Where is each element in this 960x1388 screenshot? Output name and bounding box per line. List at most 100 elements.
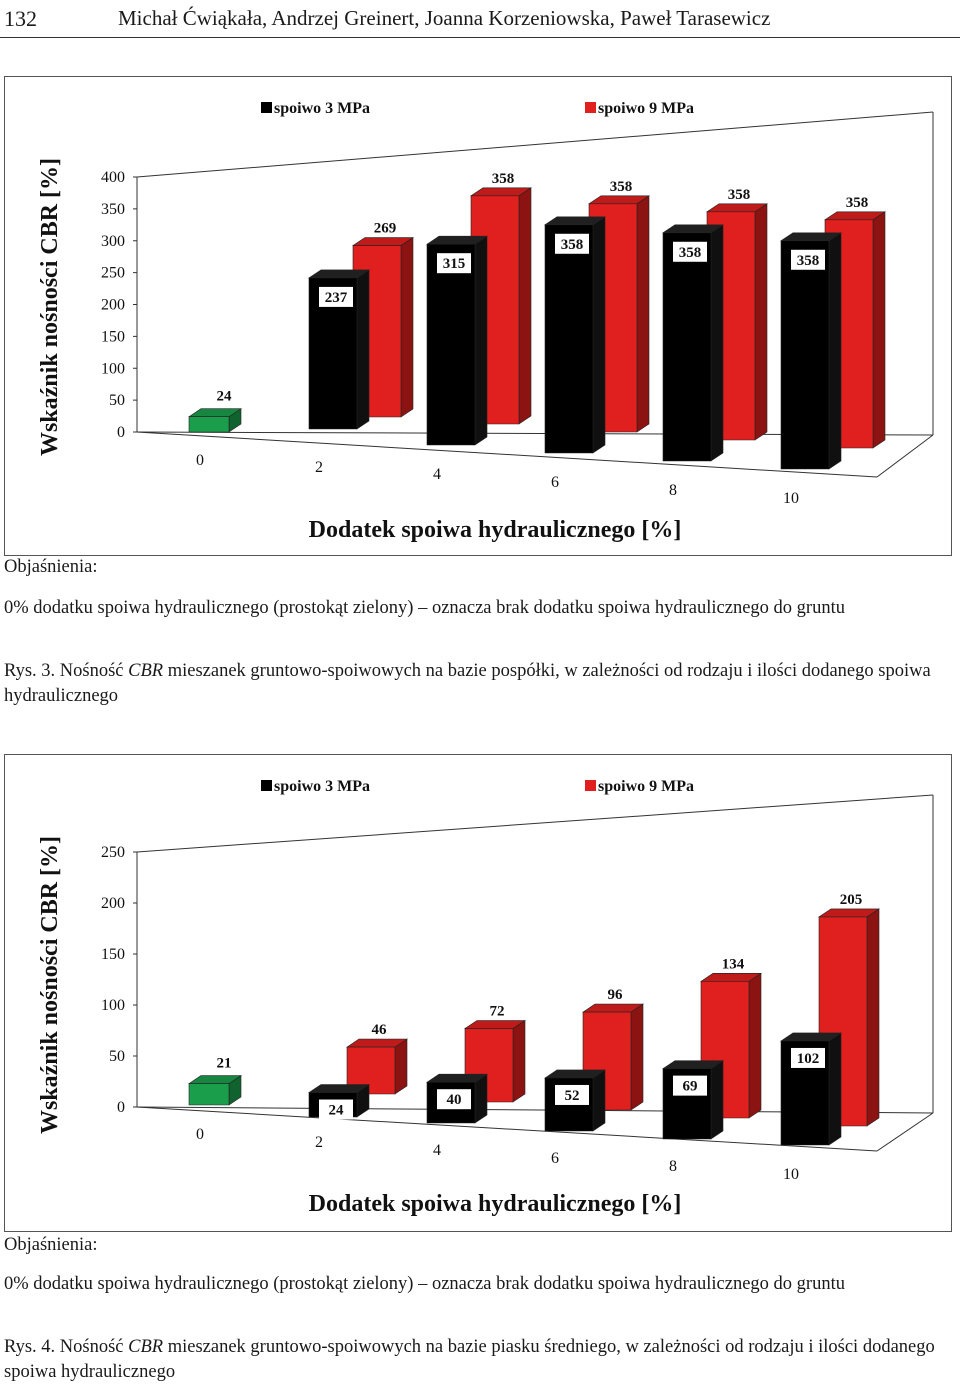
legend-label-1: spoiwo 9 MPa bbox=[598, 778, 694, 795]
bar-3mpa-1 bbox=[308, 269, 370, 430]
bar-9mpa-5-side bbox=[872, 211, 886, 449]
bar-9mpa-1-front bbox=[346, 1046, 396, 1095]
data-label-9mpa-3: 358 bbox=[610, 179, 633, 195]
x-axis-title: Dodatek spoiwa hydraulicznego [%] bbox=[309, 1191, 682, 1217]
legend-label-0: spoiwo 3 MPa bbox=[274, 100, 370, 117]
data-label-9mpa-3: 96 bbox=[608, 987, 624, 1003]
legend: spoiwo 3 MPa spoiwo 9 MPa bbox=[261, 778, 694, 795]
figure-3-note: 0% dodatku spoiwa hydraulicznego (prosto… bbox=[4, 596, 954, 621]
figure-3-caption-cbr: CBR bbox=[128, 661, 164, 681]
data-label-baseline: 24 bbox=[217, 389, 233, 405]
bar-9mpa-5-side bbox=[866, 908, 880, 1127]
bar-3mpa-4 bbox=[662, 224, 724, 462]
x-tick-label-3: 6 bbox=[551, 1150, 559, 1167]
figure-3-chart: spoiwo 3 MPa spoiwo 9 MPa 0 50 100 150 200 250 3… bbox=[4, 76, 952, 556]
data-label-3mpa-1: 24 bbox=[329, 1103, 345, 1119]
bar-9mpa-2 bbox=[464, 1019, 526, 1103]
x-tick-label-1: 2 bbox=[315, 1134, 323, 1151]
x-tick-label-4: 8 bbox=[669, 482, 677, 499]
x-axis-title: Dodatek spoiwa hydraulicznego [%] bbox=[309, 517, 682, 543]
data-label-9mpa-4: 134 bbox=[722, 956, 745, 972]
figure-3-explanations-label: Objaśnienia: bbox=[4, 557, 98, 577]
figure-3-caption: Rys. 3. Nośność CBR mieszanek gruntowo-s… bbox=[4, 659, 954, 709]
data-label-bg-3mpa-3 bbox=[555, 1084, 589, 1105]
y-tick-label-4: 200 bbox=[101, 297, 125, 314]
legend-swatch-0 bbox=[261, 102, 272, 113]
data-label-3mpa-1: 237 bbox=[325, 290, 348, 306]
bar-3mpa-5 bbox=[780, 232, 842, 470]
legend-swatch-0 bbox=[261, 780, 272, 791]
bar-9mpa-2-side bbox=[518, 187, 532, 425]
page-number: 132 bbox=[4, 6, 37, 31]
y-axis-title: Wskaźnik nośności CBR [%] bbox=[37, 158, 63, 456]
y-tick-label-2: 100 bbox=[101, 360, 125, 377]
bar-baseline-0-front bbox=[188, 416, 230, 433]
y-axis-title: Wskaźnik nośności CBR [%] bbox=[37, 836, 63, 1134]
axis-left-front bbox=[136, 852, 878, 1152]
y-tick-label-1: 50 bbox=[109, 1048, 125, 1065]
bar-3mpa-2-front bbox=[426, 243, 476, 446]
running-head-authors: Michał Ćwiąkała, Andrzej Greinert, Joann… bbox=[118, 6, 771, 30]
figure-4-note-text: 0% dodatku spoiwa hydraulicznego (prosto… bbox=[4, 1274, 845, 1294]
figure-4-caption-suffix: mieszanek gruntowo-spoiwowych na bazie p… bbox=[4, 1337, 935, 1382]
legend-swatch-1 bbox=[585, 102, 596, 113]
figure-4-explanations-label: Objaśnienia: bbox=[4, 1235, 98, 1255]
data-label-3mpa-2: 40 bbox=[447, 1092, 462, 1108]
x-tick-label-0: 0 bbox=[196, 452, 204, 469]
bar-3mpa-4-side bbox=[710, 224, 724, 462]
data-label-bg-3mpa-1 bbox=[319, 1099, 353, 1120]
figure-4-note: 0% dodatku spoiwa hydraulicznego (prosto… bbox=[4, 1272, 954, 1297]
bar-3mpa-4-front bbox=[662, 232, 712, 462]
figure-3-caption-suffix: mieszanek gruntowo-spoiwowych na bazie p… bbox=[4, 661, 931, 706]
x-tick-label-2: 4 bbox=[433, 1142, 441, 1159]
bar-9mpa-4-side bbox=[754, 203, 768, 441]
bar-9mpa-4-side bbox=[748, 972, 762, 1119]
figure-4-caption: Rys. 4. Nośność CBR mieszanek gruntowo-s… bbox=[4, 1335, 954, 1385]
bar-3mpa-3-front bbox=[544, 224, 594, 454]
x-tick-label-5: 10 bbox=[783, 490, 799, 507]
figure-4-chart-svg: spoiwo 3 MPa spoiwo 9 MPa050100150200250W… bbox=[37, 778, 934, 1217]
bar-3mpa-5-side bbox=[828, 1032, 842, 1146]
x-tick-label-1: 2 bbox=[315, 459, 323, 476]
y-tick-label-6: 300 bbox=[101, 233, 125, 250]
y-tick-label-0: 0 bbox=[117, 424, 125, 441]
bar-3mpa-1-side bbox=[356, 269, 370, 430]
data-label-9mpa-4: 358 bbox=[728, 187, 751, 203]
bar-3mpa-5-side bbox=[828, 232, 842, 470]
floor-right-edge bbox=[876, 1112, 934, 1152]
data-label-bg-3mpa-1 bbox=[319, 286, 353, 307]
bar-3mpa-5-front bbox=[780, 240, 830, 470]
y-tick-label-0: 0 bbox=[117, 1099, 125, 1116]
bar-baseline-0 bbox=[188, 408, 242, 433]
y-tick-label-3: 150 bbox=[101, 328, 125, 345]
figure-3-note-text: 0% dodatku spoiwa hydraulicznego (prosto… bbox=[4, 598, 845, 618]
bar-9mpa-3-side bbox=[636, 195, 650, 433]
figure-4-caption-prefix: Rys. 4. Nośność bbox=[4, 1337, 129, 1357]
bar-9mpa-1 bbox=[346, 1038, 408, 1095]
y-tick-label-7: 350 bbox=[101, 201, 125, 218]
data-label-bg-3mpa-2 bbox=[437, 1089, 471, 1110]
bar-3mpa-1-front bbox=[308, 277, 358, 430]
x-tick-label-0: 0 bbox=[196, 1126, 204, 1143]
data-label-bg-3mpa-3 bbox=[555, 233, 589, 254]
bar-3mpa-4-side bbox=[710, 1060, 724, 1140]
bar-3mpa-4 bbox=[662, 1060, 724, 1140]
data-label-3mpa-5: 358 bbox=[797, 253, 820, 269]
bar-baseline-0 bbox=[188, 1075, 242, 1106]
x-tick-label-4: 8 bbox=[669, 1158, 677, 1175]
bar-9mpa-2-side bbox=[512, 1019, 526, 1103]
data-label-3mpa-4: 358 bbox=[679, 245, 702, 261]
data-label-bg-3mpa-4 bbox=[673, 241, 707, 262]
data-label-3mpa-3: 358 bbox=[561, 237, 584, 253]
x-tick-label-3: 6 bbox=[551, 474, 559, 491]
figure-3-caption-prefix: Rys. 3. Nośność bbox=[4, 661, 129, 681]
header-rule bbox=[0, 37, 960, 38]
data-label-3mpa-3: 52 bbox=[565, 1088, 580, 1104]
data-label-bg-3mpa-5 bbox=[791, 249, 825, 270]
data-label-9mpa-2: 358 bbox=[492, 171, 515, 187]
bar-3mpa-3-side bbox=[592, 216, 606, 454]
data-label-9mpa-1: 46 bbox=[372, 1022, 388, 1038]
legend-swatch-1 bbox=[585, 780, 596, 791]
data-label-bg-3mpa-4 bbox=[673, 1075, 707, 1096]
legend-label-0: spoiwo 3 MPa bbox=[274, 778, 370, 795]
